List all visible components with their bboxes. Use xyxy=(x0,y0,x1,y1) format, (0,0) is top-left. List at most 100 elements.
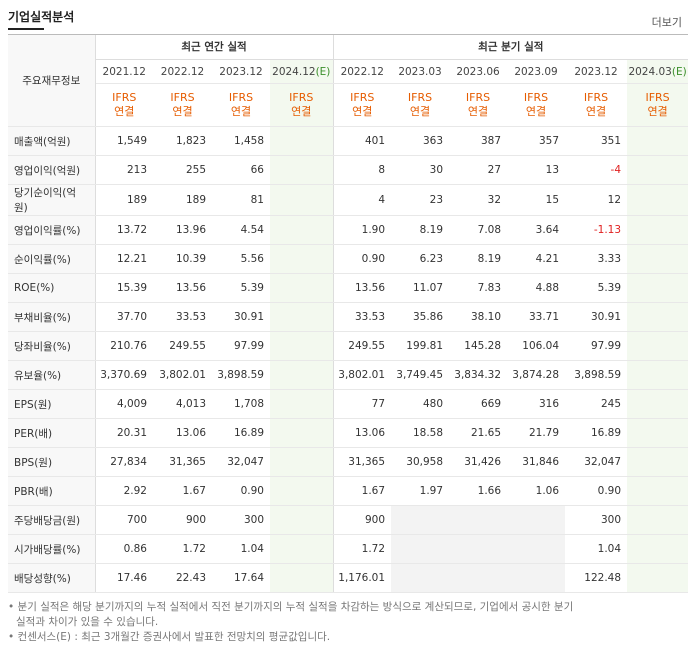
standard-header: IFRS 연결 xyxy=(153,83,212,127)
data-cell: 3,874.28 xyxy=(507,360,566,390)
data-row: 당기순이익(억원) 189 189 81 4 23 32 15 12 xyxy=(8,184,689,216)
data-cell: 1.67 xyxy=(153,476,212,506)
data-cell xyxy=(627,563,689,593)
data-cell: 249.55 xyxy=(333,331,392,361)
data-cell: 30.91 xyxy=(565,302,628,332)
standard-row: IFRS 연결 IFRS 연결 IFRS 연결 IFRS 연결 IFRS 연결 IFRS 연결 IFRS… xyxy=(8,83,689,127)
data-cell: 66 xyxy=(212,155,270,185)
data-cell xyxy=(627,215,689,245)
data-cell: 3,749.45 xyxy=(391,360,450,390)
data-cell: 5.56 xyxy=(212,244,270,274)
data-row: 매출액(억원) 1,549 1,823 1,458 401 363 387 357 351 xyxy=(8,126,689,156)
data-row: 영업이익률(%) 13.72 13.96 4.54 1.90 8.19 7.08 3.64 -1… xyxy=(8,215,689,245)
data-cell: 1.90 xyxy=(333,215,392,245)
data-cell: 15 xyxy=(507,184,566,216)
data-cell: 13.72 xyxy=(95,215,153,245)
row-label: 영업이익(억원) xyxy=(8,155,96,185)
estimate-mark: (E) xyxy=(671,65,687,78)
period-header: 2022.12 xyxy=(153,59,212,84)
data-cell: 300 xyxy=(212,505,270,535)
data-cell xyxy=(627,244,689,274)
data-cell xyxy=(270,476,334,506)
standard-header: IFRS 연결 xyxy=(565,83,628,127)
data-cell: 480 xyxy=(391,389,450,419)
data-cell: 21.79 xyxy=(507,418,566,448)
data-cell: 1.06 xyxy=(507,476,566,506)
data-row: 주당배당금(원) 700 900 300 900 300 xyxy=(8,505,689,535)
data-cell: 38.10 xyxy=(449,302,508,332)
data-cell: 32,047 xyxy=(212,447,270,477)
period-date: 2023.12 xyxy=(574,65,618,78)
data-cell xyxy=(449,505,508,535)
data-cell xyxy=(270,418,334,448)
period-header: 2023.03 xyxy=(391,59,450,84)
data-cell xyxy=(627,302,689,332)
data-cell xyxy=(627,126,689,156)
data-cell: 18.58 xyxy=(391,418,450,448)
row-label: ROE(%) xyxy=(8,273,96,303)
data-row: 당좌비율(%) 210.76 249.55 97.99 249.55 199.81 145.… xyxy=(8,331,689,361)
row-label: 부채비율(%) xyxy=(8,302,96,332)
data-cell: 4,013 xyxy=(153,389,212,419)
period-date: 2023.12 xyxy=(219,65,263,78)
standard-header: IFRS 연결 xyxy=(507,83,566,127)
standard-label: 연결 xyxy=(647,105,668,118)
standard-label: 연결 xyxy=(525,105,547,118)
header-row: 주요재무정보 최근 연간 실적 최근 분기 실적 xyxy=(8,34,689,127)
standard-header: IFRS 연결 xyxy=(627,83,689,127)
data-cell: 8.19 xyxy=(391,215,450,245)
data-cell xyxy=(627,155,689,185)
standard-label: 연결 xyxy=(352,105,373,118)
data-cell xyxy=(627,505,689,535)
data-cell: 12.21 xyxy=(95,244,153,274)
standard-label: IFRS xyxy=(645,91,670,104)
standard-label: IFRS xyxy=(407,91,433,104)
data-row: 유보율(%) 3,370.69 3,802.01 3,898.59 3,802.01 3,… xyxy=(8,360,689,390)
data-cell: 1,458 xyxy=(212,126,270,156)
row-label: PBR(배) xyxy=(8,476,96,506)
corner-header: 주요재무정보 xyxy=(8,34,96,127)
data-cell: 10.39 xyxy=(153,244,212,274)
data-cell: 33.53 xyxy=(333,302,392,332)
data-cell: 22.43 xyxy=(153,563,212,593)
data-cell: 32,047 xyxy=(565,447,628,477)
period-row: 2021.12 2022.12 2023.12 2024.12(E) 2022.12 20… xyxy=(8,59,689,84)
data-cell: 13.06 xyxy=(333,418,392,448)
estimate-mark: (E) xyxy=(315,65,331,78)
row-label: 매출액(억원) xyxy=(8,126,96,156)
note: • 분기 실적은 해당 분기까지의 누적 실적에서 직전 분기까지의 누적 실적… xyxy=(8,600,576,630)
data-cell: 16.89 xyxy=(565,418,628,448)
data-cell: 0.90 xyxy=(212,476,270,506)
data-row: ROE(%) 15.39 13.56 5.39 13.56 11.07 7.83 4.88 5.… xyxy=(8,273,689,303)
data-cell: 17.64 xyxy=(212,563,270,593)
period-date: 2022.12 xyxy=(160,65,205,78)
data-row: PER(배) 20.31 13.06 16.89 13.06 18.58 21.65 21.7… xyxy=(8,418,689,448)
data-cell: 4 xyxy=(333,184,392,216)
data-cell: 106.04 xyxy=(507,331,566,361)
more-link[interactable]: 더보기 xyxy=(651,16,682,29)
data-cell xyxy=(627,418,689,448)
period-date: 2022.12 xyxy=(340,65,384,78)
data-cell: 31,426 xyxy=(449,447,508,477)
data-cell: 3,802.01 xyxy=(333,360,392,390)
group-header: 최근 분기 실적 xyxy=(333,34,689,60)
data-cell: 1,708 xyxy=(212,389,270,419)
data-cell: 189 xyxy=(153,184,212,216)
data-cell xyxy=(270,126,334,156)
data-cell: 1.04 xyxy=(565,534,628,564)
data-cell: 33.71 xyxy=(507,302,566,332)
data-cell: 1.04 xyxy=(212,534,270,564)
data-cell xyxy=(270,389,334,419)
standard-label: 연결 xyxy=(585,105,607,118)
data-cell: 35.86 xyxy=(391,302,450,332)
data-cell xyxy=(627,534,689,564)
data-cell xyxy=(391,505,450,535)
standard-label: 연결 xyxy=(172,105,193,118)
data-cell: 27 xyxy=(449,155,508,185)
data-cell: 4,009 xyxy=(95,389,153,419)
data-cell: 6.23 xyxy=(391,244,450,274)
data-cell: 669 xyxy=(449,389,508,419)
data-cell xyxy=(627,184,689,216)
data-cell: 1,176.01 xyxy=(333,563,392,593)
period-header: 2023.09 xyxy=(507,59,566,84)
